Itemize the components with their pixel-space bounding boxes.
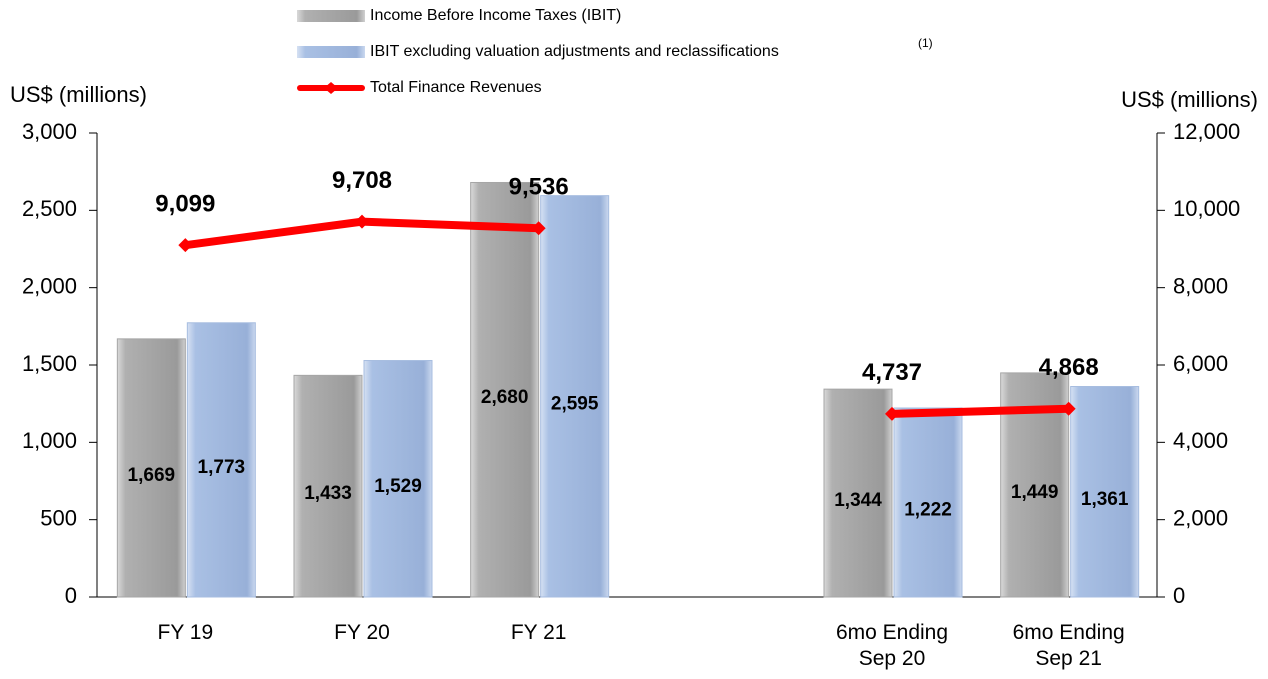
legend-annotation: (1) [918, 36, 933, 50]
bar-value-label: 1,669 [128, 465, 176, 486]
bar [1070, 385, 1140, 598]
x-tick-label: 6mo Ending Sep 21 [1012, 621, 1125, 670]
line-marker [178, 238, 193, 253]
x-tick-label: FY 21 [510, 621, 567, 644]
y-tick-label: 1,000 [22, 428, 77, 453]
bar [540, 195, 610, 598]
bar-value-label: 1,222 [904, 500, 952, 521]
legend-swatch [297, 10, 365, 22]
legend-label: IBIT excluding valuation adjustments and… [370, 43, 779, 60]
y-axis-title: US$ (millions) [10, 82, 147, 107]
y-tick-label: 0 [65, 583, 77, 608]
bar [116, 338, 186, 598]
line-value-label: 9,099 [155, 191, 215, 218]
line-value-label: 4,737 [862, 359, 922, 386]
bar-value-label: 2,595 [551, 393, 599, 414]
y2-tick-label: 0 [1173, 583, 1185, 608]
y2-tick-label: 6,000 [1173, 351, 1228, 376]
bar [363, 360, 433, 598]
y-tick-label: 500 [40, 505, 77, 530]
x-tick-label: FY 20 [334, 621, 390, 644]
bar [293, 374, 363, 598]
line-value-label: 9,708 [332, 167, 392, 194]
line-marker [885, 406, 899, 421]
legend-label: Total Finance Revenues [370, 79, 542, 96]
line-marker [1061, 401, 1076, 416]
line-marker [355, 214, 369, 229]
y2-tick-label: 8,000 [1173, 273, 1228, 298]
legend-swatch-marker [324, 82, 338, 94]
bar-value-label: 2,680 [481, 387, 529, 408]
y-tick-label: 2,500 [22, 196, 77, 221]
line-value-label: 9,536 [509, 174, 569, 201]
bar [186, 322, 256, 598]
y2-axis-title: US$ (millions) [1121, 87, 1258, 112]
line-marker [531, 221, 546, 236]
line-value-label: 4,868 [1039, 354, 1099, 381]
bar [470, 181, 540, 598]
x-tick-label: 6mo Ending Sep 20 [835, 621, 949, 670]
bar [893, 407, 963, 598]
y2-tick-label: 10,000 [1173, 196, 1240, 221]
legend-label: Income Before Income Taxes (IBIT) [370, 7, 621, 24]
y2-tick-label: 2,000 [1173, 505, 1228, 530]
y-tick-label: 3,000 [22, 119, 77, 144]
legend-swatch [297, 46, 365, 58]
bar-value-label: 1,773 [198, 457, 246, 478]
y2-tick-label: 4,000 [1173, 428, 1228, 453]
bar-value-label: 1,449 [1011, 482, 1059, 503]
bar-value-label: 1,529 [374, 476, 422, 497]
bar [823, 388, 893, 598]
x-tick-label: FY 19 [157, 621, 214, 644]
bar-value-label: 1,344 [834, 490, 882, 511]
bar-value-label: 1,361 [1081, 489, 1129, 510]
y-tick-label: 2,000 [22, 273, 77, 298]
bar-value-label: 1,433 [304, 483, 352, 504]
y2-tick-label: 12,000 [1173, 119, 1240, 144]
y-tick-label: 1,500 [22, 351, 77, 376]
